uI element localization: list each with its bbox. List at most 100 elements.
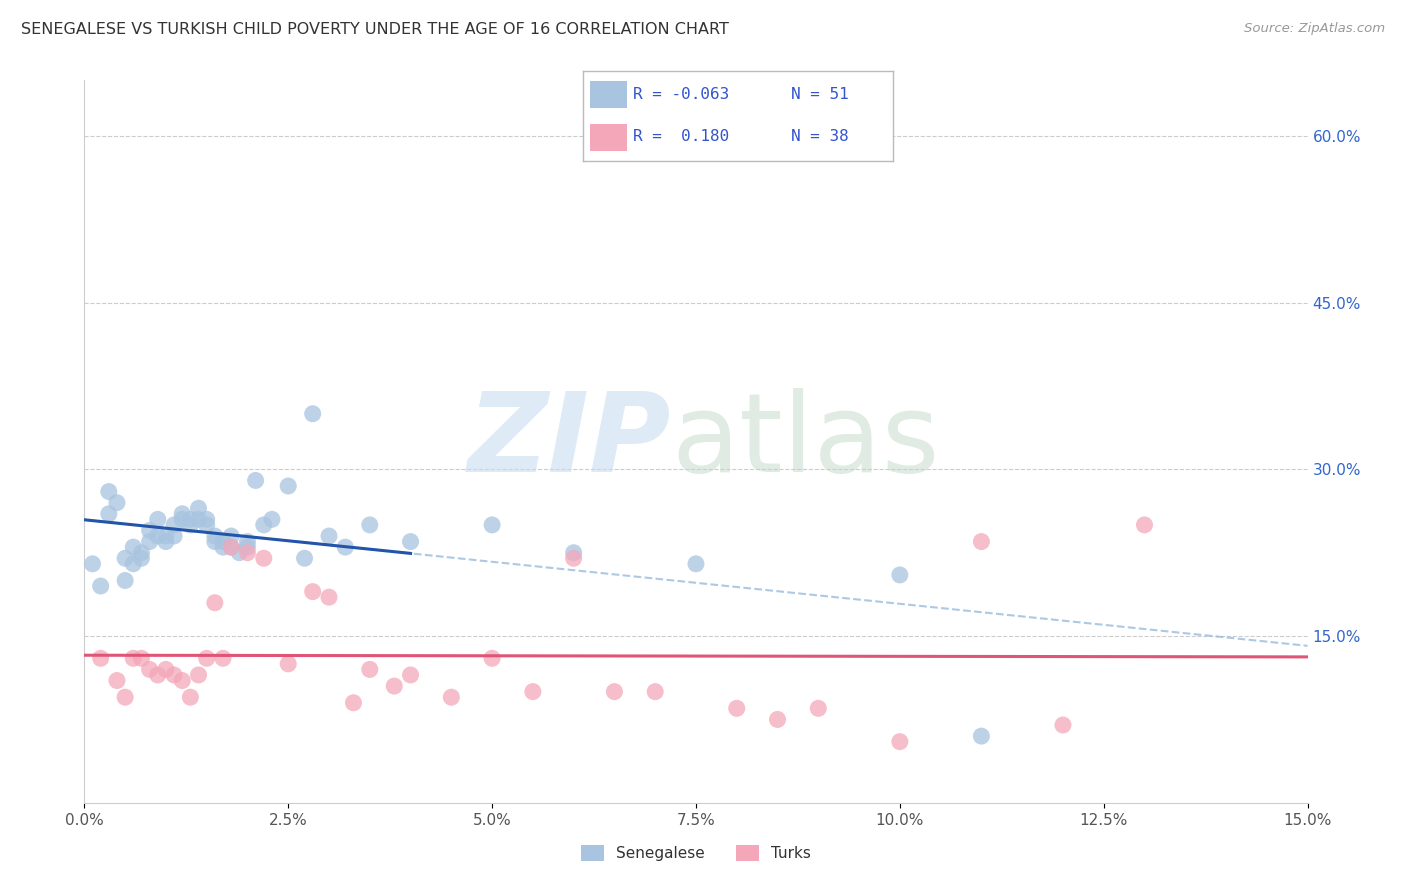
Point xyxy=(236,540,259,554)
Point xyxy=(179,517,201,532)
Point xyxy=(359,517,381,532)
Point xyxy=(131,651,153,665)
Text: R = -0.063: R = -0.063 xyxy=(633,87,730,102)
Point xyxy=(146,529,169,543)
Point xyxy=(155,529,177,543)
Point xyxy=(725,701,748,715)
Point xyxy=(155,534,177,549)
Point xyxy=(122,557,145,571)
Point xyxy=(212,540,235,554)
Point xyxy=(114,574,136,588)
Point xyxy=(212,651,235,665)
Point xyxy=(90,579,112,593)
Point xyxy=(359,662,381,676)
Point xyxy=(335,540,357,554)
Point xyxy=(382,679,405,693)
Point xyxy=(318,590,340,604)
Point xyxy=(219,540,242,554)
Point xyxy=(277,657,299,671)
Point xyxy=(179,690,201,705)
Point xyxy=(970,534,993,549)
Point xyxy=(562,551,585,566)
Point xyxy=(807,701,830,715)
Point xyxy=(889,734,911,748)
Point xyxy=(204,529,226,543)
Point xyxy=(187,512,209,526)
Point xyxy=(889,568,911,582)
Point xyxy=(195,512,218,526)
Point xyxy=(219,540,242,554)
Point xyxy=(155,662,177,676)
Text: ZIP: ZIP xyxy=(468,388,672,495)
Point xyxy=(204,534,226,549)
Point xyxy=(90,651,112,665)
Point xyxy=(138,524,160,538)
Point xyxy=(172,512,194,526)
Point xyxy=(399,668,422,682)
Point xyxy=(195,517,218,532)
Legend: Senegalese, Turks: Senegalese, Turks xyxy=(575,839,817,867)
Point xyxy=(138,662,160,676)
Point xyxy=(172,673,194,688)
Point xyxy=(122,540,145,554)
Point xyxy=(685,557,707,571)
Point xyxy=(105,673,128,688)
Point xyxy=(146,668,169,682)
Point xyxy=(766,713,789,727)
Point xyxy=(399,534,422,549)
Text: Source: ZipAtlas.com: Source: ZipAtlas.com xyxy=(1244,22,1385,36)
Point xyxy=(163,529,186,543)
Point xyxy=(440,690,463,705)
Text: SENEGALESE VS TURKISH CHILD POVERTY UNDER THE AGE OF 16 CORRELATION CHART: SENEGALESE VS TURKISH CHILD POVERTY UNDE… xyxy=(21,22,728,37)
Point xyxy=(219,529,242,543)
Text: R =  0.180: R = 0.180 xyxy=(633,129,730,145)
FancyBboxPatch shape xyxy=(589,124,627,151)
Point xyxy=(114,690,136,705)
Point xyxy=(114,551,136,566)
Point xyxy=(187,668,209,682)
Point xyxy=(146,512,169,526)
Point xyxy=(301,407,323,421)
Point xyxy=(1133,517,1156,532)
Point xyxy=(245,474,267,488)
Point xyxy=(481,651,503,665)
Point xyxy=(82,557,104,571)
Point xyxy=(236,546,259,560)
Point xyxy=(179,512,201,526)
Point xyxy=(131,551,153,566)
Point xyxy=(131,546,153,560)
Point xyxy=(260,512,283,526)
Point xyxy=(294,551,316,566)
Text: N = 38: N = 38 xyxy=(790,129,848,145)
Point xyxy=(318,529,340,543)
Point xyxy=(105,496,128,510)
Point xyxy=(603,684,626,698)
Text: atlas: atlas xyxy=(672,388,941,495)
Point xyxy=(212,534,235,549)
Point xyxy=(236,534,259,549)
Point xyxy=(342,696,364,710)
FancyBboxPatch shape xyxy=(589,81,627,108)
Point xyxy=(481,517,503,532)
Point xyxy=(138,534,160,549)
Point xyxy=(301,584,323,599)
Point xyxy=(195,651,218,665)
Point xyxy=(562,546,585,560)
Point xyxy=(1052,718,1074,732)
Point xyxy=(172,507,194,521)
Point xyxy=(228,546,250,560)
Point xyxy=(253,517,276,532)
Point xyxy=(277,479,299,493)
Point xyxy=(204,596,226,610)
Point xyxy=(97,507,120,521)
Point xyxy=(187,501,209,516)
Point xyxy=(97,484,120,499)
Point xyxy=(163,517,186,532)
Point xyxy=(644,684,666,698)
Point xyxy=(522,684,544,698)
Point xyxy=(163,668,186,682)
Point xyxy=(970,729,993,743)
Point xyxy=(253,551,276,566)
Text: N = 51: N = 51 xyxy=(790,87,848,102)
Point xyxy=(122,651,145,665)
